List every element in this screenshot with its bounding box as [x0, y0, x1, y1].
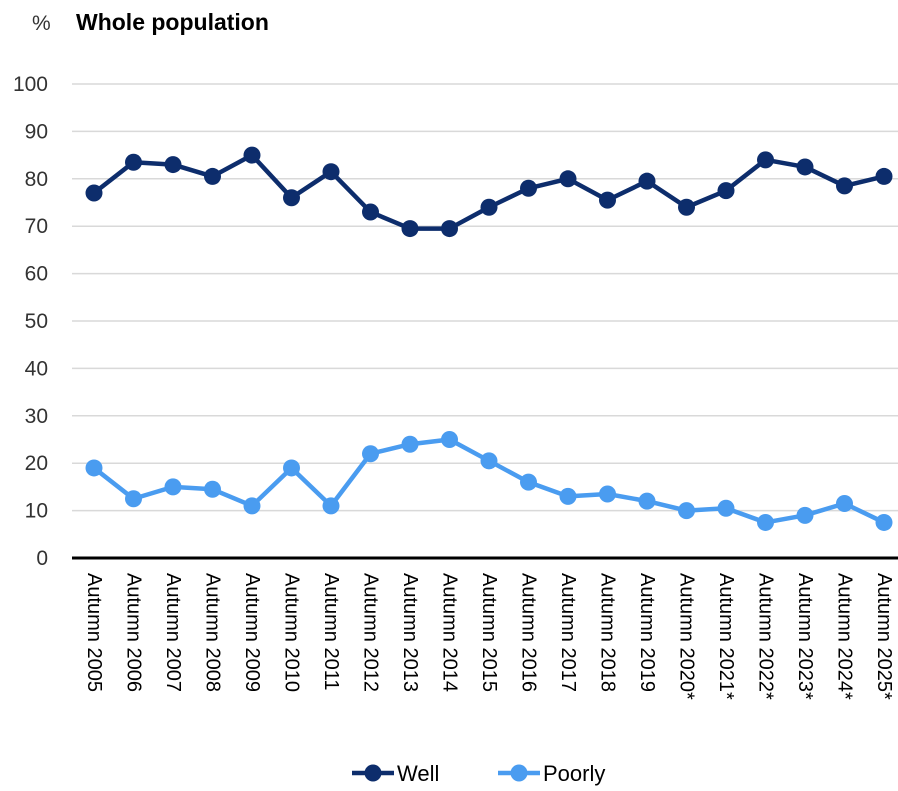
data-point [85, 459, 103, 477]
data-point [441, 220, 458, 238]
data-point [678, 502, 695, 520]
data-point [836, 494, 853, 512]
data-point [362, 203, 379, 221]
data-point [125, 153, 142, 171]
y-tick-label: 30 [25, 405, 48, 428]
data-point [480, 452, 498, 470]
x-tick-label: Autumn 2014 [439, 573, 461, 692]
series-well [85, 146, 893, 238]
series [85, 146, 893, 531]
data-point [520, 473, 537, 491]
data-point [875, 167, 893, 185]
data-point [796, 158, 814, 176]
x-tick-label: Autumn 2021* [715, 573, 737, 700]
legend-label: Well [397, 761, 439, 786]
data-point [717, 182, 735, 200]
gridlines [72, 83, 898, 512]
data-point [322, 163, 340, 181]
data-point [164, 156, 182, 174]
data-point [204, 167, 221, 185]
y-tick-label: 70 [25, 215, 48, 238]
legend: Well Poorly [352, 761, 605, 786]
x-tick-label: Autumn 2022* [755, 573, 777, 700]
data-point [678, 198, 695, 216]
data-point [559, 487, 577, 505]
series-poorly [85, 431, 893, 531]
data-point [480, 198, 498, 216]
data-point [283, 189, 300, 207]
data-point [599, 485, 616, 503]
data-point [599, 191, 616, 209]
data-point [401, 220, 419, 238]
legend-item-well: Well [352, 761, 439, 786]
x-tick-label: Autumn 2018 [597, 573, 619, 692]
y-tick-label: 10 [25, 500, 48, 523]
data-point [401, 435, 419, 453]
data-point [204, 480, 221, 498]
legend-swatch-marker [510, 764, 528, 782]
y-tick-label: 90 [25, 120, 48, 143]
y-tick-label: 100 [13, 73, 48, 96]
x-tick-label: Autumn 2024* [834, 573, 856, 700]
x-tick-label: Autumn 2006 [123, 573, 145, 692]
y-unit-label: % [32, 12, 51, 35]
data-point [796, 506, 814, 524]
legend-swatch-marker [364, 764, 382, 782]
y-tick-label: 60 [25, 263, 48, 286]
data-point [243, 497, 261, 515]
x-tick-label: Autumn 2011 [320, 573, 342, 691]
x-tick-label: Autumn 2008 [202, 573, 224, 692]
data-point [125, 490, 142, 508]
x-tick-label: Autumn 2009 [241, 573, 263, 692]
x-tick-label: Autumn 2005 [83, 573, 105, 692]
y-tick-label: 80 [25, 168, 48, 191]
x-tick-label: Autumn 2013 [399, 573, 421, 692]
legend-item-poorly: Poorly [498, 761, 605, 786]
y-tick-label: 50 [25, 310, 48, 333]
data-point [283, 459, 300, 477]
y-axis-ticks: 0 10 20 30 40 50 60 70 80 90 100 [13, 73, 48, 570]
data-point [322, 497, 340, 515]
x-tick-label: Autumn 2016 [518, 573, 540, 692]
data-point [717, 499, 735, 517]
x-tick-label: Autumn 2012 [360, 573, 382, 692]
y-tick-label: 20 [25, 452, 48, 475]
x-tick-label: Autumn 2023* [794, 573, 816, 700]
x-axis-ticks: Autumn 2005 Autumn 2006 Autumn 2007 Autumn … [83, 573, 895, 700]
x-tick-label: Autumn 2025* [873, 573, 895, 700]
data-point [85, 184, 103, 202]
x-tick-label: Autumn 2017 [557, 573, 579, 692]
data-point [638, 492, 656, 510]
data-point [757, 151, 774, 169]
data-point [441, 431, 458, 448]
data-point [875, 513, 893, 531]
data-point [559, 170, 577, 188]
x-tick-label: Autumn 2010 [281, 573, 303, 692]
data-point [164, 478, 182, 496]
x-tick-label: Autumn 2007 [162, 573, 184, 692]
legend-label: Poorly [543, 761, 605, 786]
x-tick-label: Autumn 2019 [636, 573, 658, 692]
x-tick-label: Autumn 2020* [676, 573, 698, 700]
chart-title: Whole population [76, 9, 269, 35]
y-tick-label: 0 [36, 547, 48, 570]
data-point [520, 179, 537, 197]
data-point [757, 513, 774, 531]
data-point [836, 177, 853, 195]
x-tick-label: Autumn 2015 [478, 573, 500, 692]
data-point [243, 146, 261, 164]
data-point [362, 445, 379, 463]
y-tick-label: 40 [25, 357, 48, 380]
data-point [638, 172, 656, 190]
